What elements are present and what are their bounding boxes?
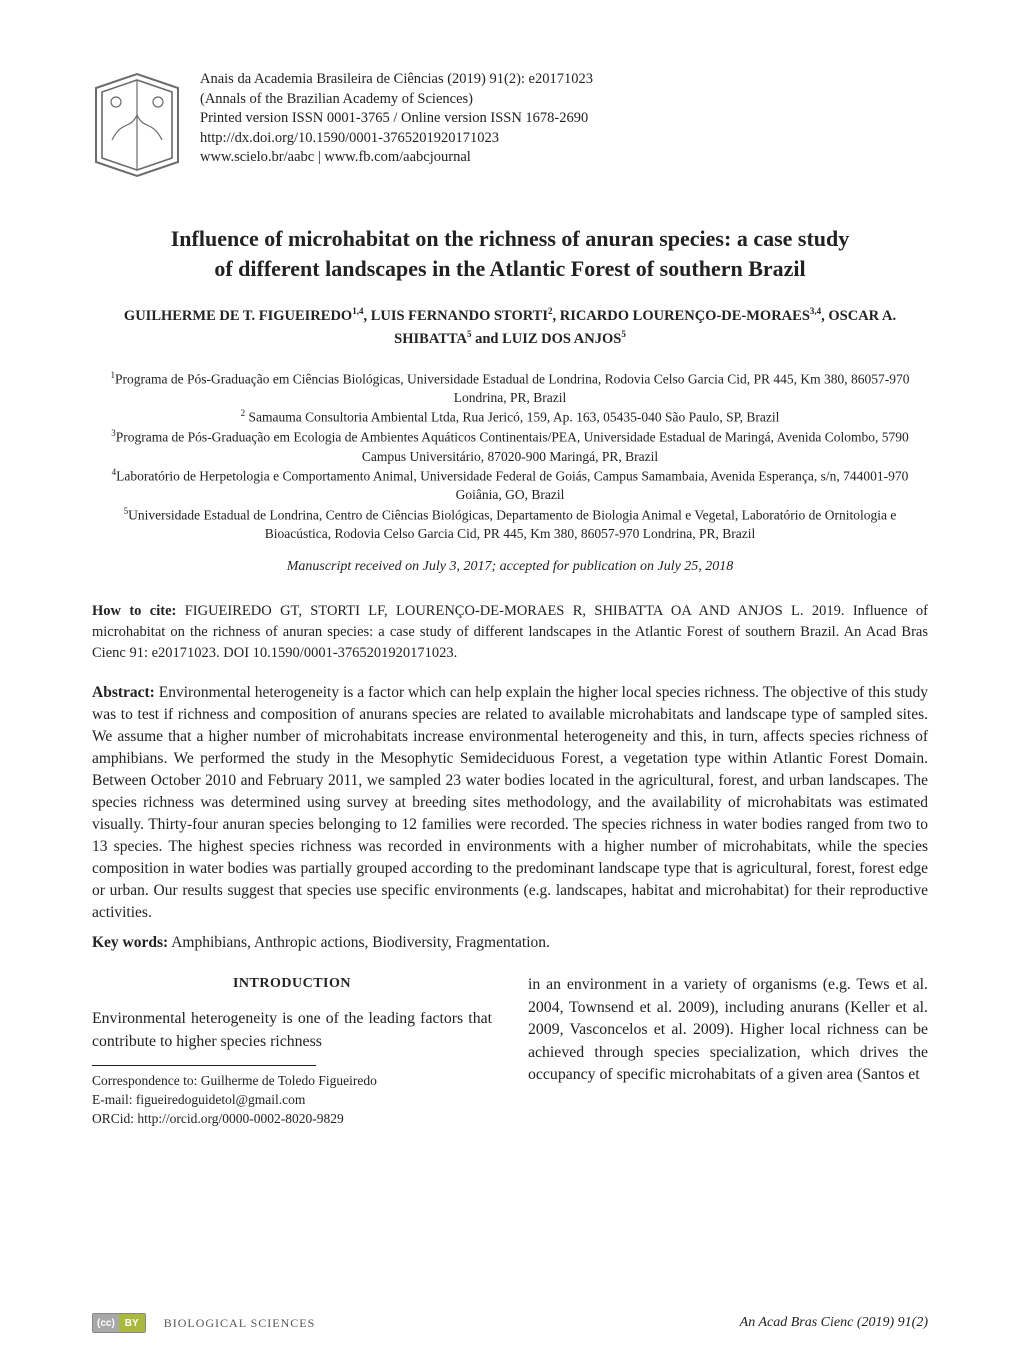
journal-meta-line1: Anais da Academia Brasileira de Ciências…	[200, 70, 593, 90]
correspondence-rule	[92, 1065, 316, 1066]
authors: GUILHERME DE T. FIGUEIREDO1,4, LUIS FERN…	[92, 305, 928, 350]
journal-meta-line5: www.scielo.br/aabc | www.fb.com/aabcjour…	[200, 148, 593, 168]
how-to-cite-text: FIGUEIREDO GT, STORTI LF, LOURENÇO-DE-MO…	[92, 603, 928, 661]
footer: (cc) BY BIOLOGICAL SCIENCES An Acad Bras…	[92, 1313, 928, 1333]
journal-meta-line3: Printed version ISSN 0001-3765 / Online …	[200, 109, 593, 129]
body-para-2: in an environment in a variety of organi…	[528, 974, 928, 1086]
journal-meta-line2: (Annals of the Brazilian Academy of Scie…	[200, 90, 593, 110]
article-title: Influence of microhabitat on the richnes…	[92, 224, 928, 283]
section-heading-introduction: INTRODUCTION	[92, 974, 492, 994]
abstract-text: Environmental heterogeneity is a factor …	[92, 684, 928, 921]
journal-logo-svg	[92, 70, 182, 180]
journal-meta: Anais da Academia Brasileira de Ciências…	[200, 70, 593, 168]
how-to-cite: How to cite: FIGUEIREDO GT, STORTI LF, L…	[92, 601, 928, 664]
correspondence-line1: Correspondence to: Guilherme de Toledo F…	[92, 1072, 492, 1091]
affiliations: 1Programa de Pós-Graduação em Ciências B…	[92, 369, 928, 544]
how-to-cite-label: How to cite:	[92, 603, 176, 619]
keywords-text: Amphibians, Anthropic actions, Biodivers…	[168, 934, 550, 951]
footer-journal-abbrev: An Acad Bras Cienc	[740, 1315, 854, 1330]
correspondence: Correspondence to: Guilherme de Toledo F…	[92, 1072, 492, 1129]
abstract-label: Abstract:	[92, 684, 155, 701]
abstract: Abstract: Environmental heterogeneity is…	[92, 682, 928, 924]
footer-left: (cc) BY BIOLOGICAL SCIENCES	[92, 1313, 315, 1333]
keywords: Key words: Amphibians, Anthropic actions…	[92, 934, 928, 952]
page: Anais da Academia Brasileira de Ciências…	[0, 0, 1020, 1359]
manuscript-dates: Manuscript received on July 3, 2017; acc…	[92, 559, 928, 575]
cc-by-badge-icon: (cc) BY	[92, 1313, 146, 1333]
article-title-line1: Influence of microhabitat on the richnes…	[92, 224, 928, 254]
keywords-label: Key words:	[92, 934, 168, 951]
header: Anais da Academia Brasileira de Ciências…	[92, 70, 928, 180]
body-para-1: Environmental heterogeneity is one of th…	[92, 1008, 492, 1053]
footer-right: An Acad Bras Cienc (2019) 91(2)	[740, 1315, 928, 1331]
journal-meta-line4: http://dx.doi.org/10.1590/0001-376520192…	[200, 129, 593, 149]
cc-badge-right: BY	[119, 1314, 145, 1332]
correspondence-line3: ORCid: http://orcid.org/0000-0002-8020-9…	[92, 1110, 492, 1129]
journal-logo	[92, 70, 182, 180]
footer-category: BIOLOGICAL SCIENCES	[164, 1316, 316, 1331]
footer-issue: (2019) 91(2)	[853, 1315, 928, 1330]
body-columns: INTRODUCTION Environmental heterogeneity…	[92, 974, 928, 1128]
article-title-line2: of different landscapes in the Atlantic …	[92, 254, 928, 284]
cc-badge-left: (cc)	[93, 1314, 119, 1332]
correspondence-line2: E-mail: figueiredoguidetol@gmail.com	[92, 1091, 492, 1110]
